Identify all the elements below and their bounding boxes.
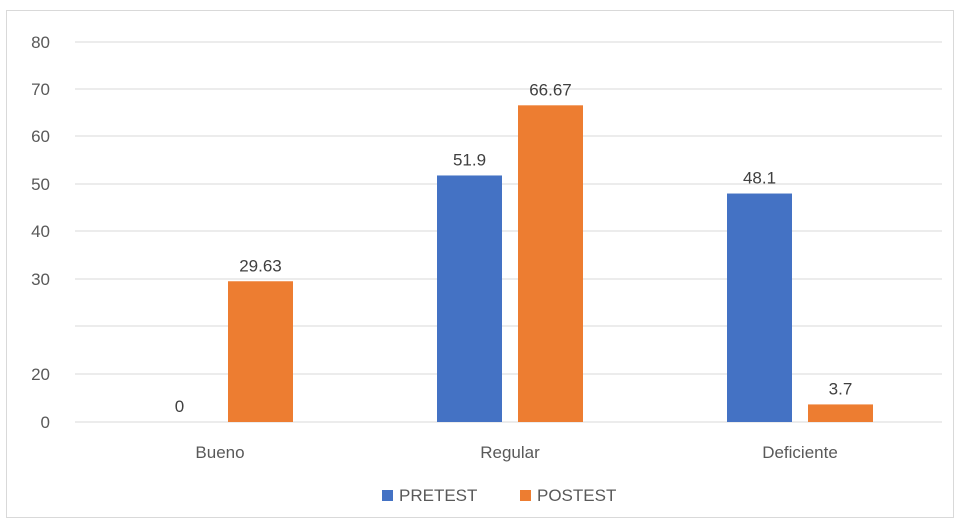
data-label: 0 <box>175 397 184 416</box>
bars <box>228 105 873 422</box>
y-tick-label: 0 <box>41 413 50 432</box>
y-tick-label: 40 <box>31 222 50 241</box>
y-tick-label: 80 <box>31 33 50 52</box>
data-label: 51.9 <box>453 150 486 169</box>
y-tick-label: 60 <box>31 127 50 146</box>
legend: PRETEST POSTEST <box>382 486 616 505</box>
legend-label-pretest: PRETEST <box>399 486 477 505</box>
y-tick-label: 30 <box>31 270 50 289</box>
x-category-label: Regular <box>480 443 540 462</box>
x-axis-categories: Bueno Regular Deficiente <box>195 443 837 462</box>
legend-swatch-postest <box>520 490 531 501</box>
gridlines <box>75 41 942 423</box>
x-category-label: Bueno <box>195 443 244 462</box>
legend-label-postest: POSTEST <box>537 486 616 505</box>
bar-pretest-deficiente <box>727 193 792 422</box>
legend-swatch-pretest <box>382 490 393 501</box>
data-label: 66.67 <box>529 80 572 99</box>
bar-pretest-regular <box>437 175 502 422</box>
data-label: 48.1 <box>743 169 776 188</box>
data-label: 29.63 <box>239 256 282 275</box>
y-axis-ticks: 0 20 30 40 50 60 70 80 <box>31 33 50 432</box>
data-labels: 0 29.63 51.9 66.67 48.1 3.7 <box>175 80 853 416</box>
x-category-label: Deficiente <box>762 443 838 462</box>
bar-postest-bueno <box>228 281 293 422</box>
bar-postest-regular <box>518 105 583 422</box>
data-label: 3.7 <box>829 379 853 398</box>
y-tick-label: 70 <box>31 80 50 99</box>
y-tick-label: 20 <box>31 365 50 384</box>
bar-postest-deficiente <box>808 404 873 422</box>
y-tick-label: 50 <box>31 175 50 194</box>
